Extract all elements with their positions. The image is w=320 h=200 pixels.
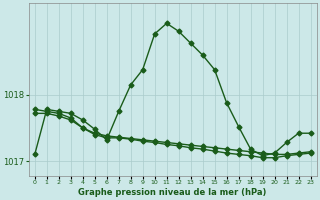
X-axis label: Graphe pression niveau de la mer (hPa): Graphe pression niveau de la mer (hPa) — [78, 188, 267, 197]
